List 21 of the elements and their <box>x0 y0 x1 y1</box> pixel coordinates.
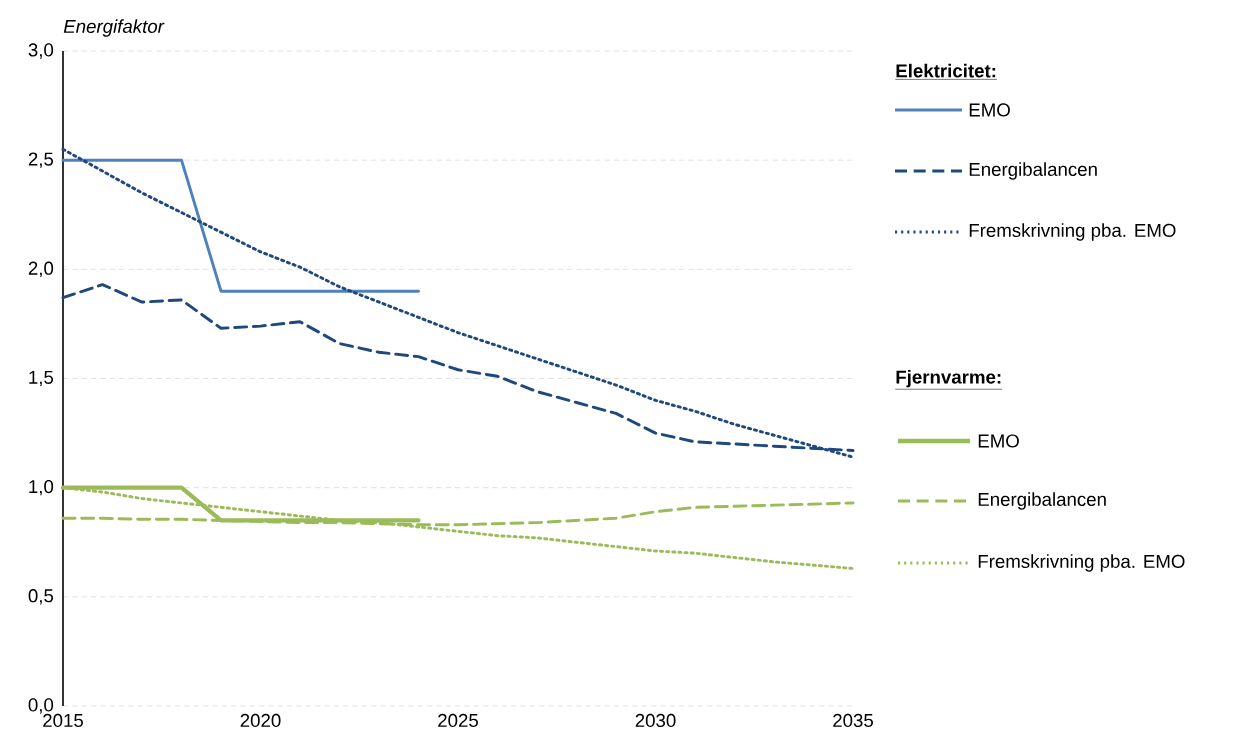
y-axis-title: Energifaktor <box>63 19 165 37</box>
x-tick-label: 2025 <box>438 713 478 728</box>
y-tick-label: 0,5 <box>28 589 54 605</box>
x-tick-label: 2030 <box>635 713 676 728</box>
y-tick-label: 3,0 <box>28 43 54 59</box>
x-tick-label: 2015 <box>43 713 83 728</box>
y-tick-label: 1,0 <box>29 479 54 496</box>
legend-label: Energibalancen <box>978 492 1106 510</box>
y-tick-label: 2,0 <box>28 261 54 278</box>
legend-label: EMO <box>978 434 1019 448</box>
y-tick-label: 2,5 <box>28 152 54 168</box>
y-tick-label: 0,0 <box>28 698 54 714</box>
legend-label: Energibalancen <box>969 162 1097 180</box>
x-tick-label: 2020 <box>240 713 281 728</box>
x-tick-label: 2035 <box>833 713 873 728</box>
y-tick-label: 1,5 <box>29 370 54 387</box>
legend-label: Fremskrivning pba. EMO <box>969 223 1176 241</box>
legend-label: EMO <box>969 103 1010 117</box>
legend-label: Fremskrivning pba. EMO <box>978 554 1185 572</box>
text: Fjernvarme: <box>896 369 1001 388</box>
text: Elektricitet: <box>896 63 996 78</box>
